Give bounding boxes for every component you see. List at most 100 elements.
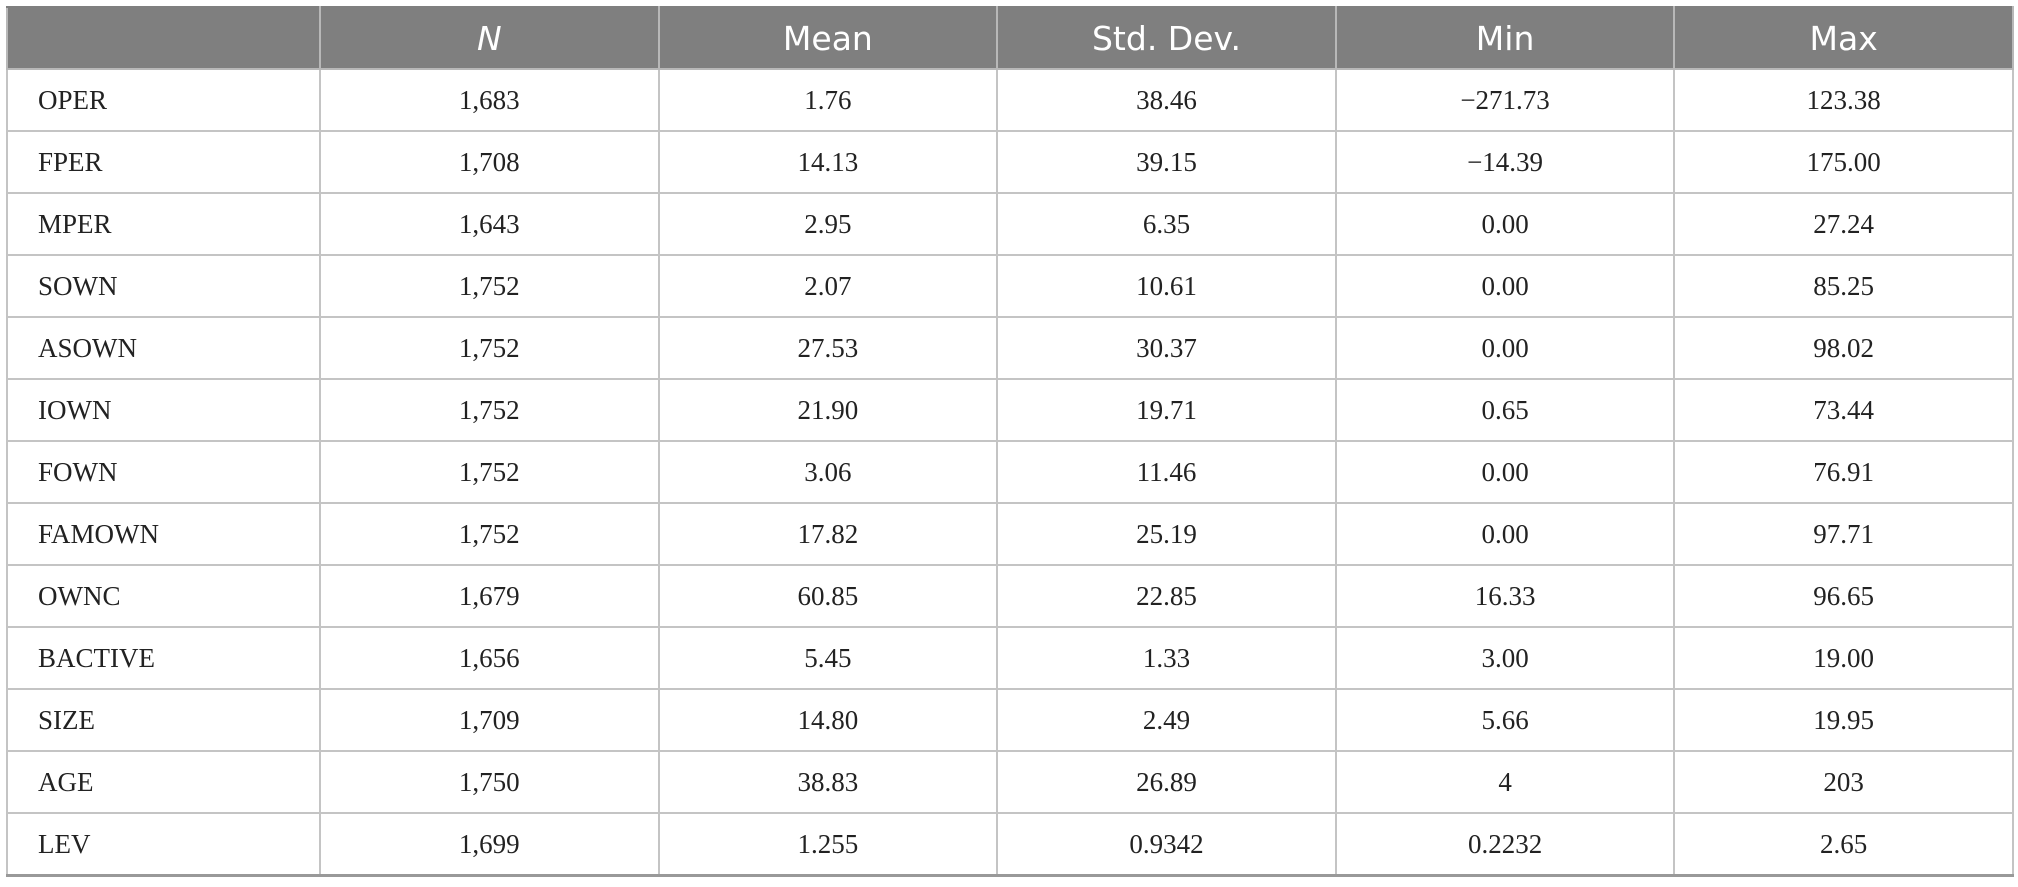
min-cell: 0.00 (1334, 502, 1676, 566)
n-cell: 1,708 (319, 130, 660, 194)
table-row: IOWN 1,752 21.90 19.71 0.65 73.44 (6, 378, 2014, 442)
table-row: ASOWN 1,752 27.53 30.37 0.00 98.02 (6, 316, 2014, 380)
max-cell: 19.00 (1673, 626, 2014, 690)
row-label-cell: FOWN (6, 440, 321, 504)
min-cell: −14.39 (1334, 130, 1676, 194)
max-cell: 203 (1673, 750, 2014, 814)
min-cell: 3.00 (1334, 626, 1676, 690)
header-cell-variable (6, 6, 321, 70)
table-row: SIZE 1,709 14.80 2.49 5.66 19.95 (6, 688, 2014, 752)
header-cell-min: Min (1334, 6, 1676, 70)
mean-cell: 17.82 (657, 502, 999, 566)
min-cell: 0.2232 (1334, 812, 1676, 877)
row-label-cell: LEV (6, 812, 321, 877)
std-dev-cell: 0.9342 (996, 812, 1337, 877)
n-cell: 1,752 (319, 440, 660, 504)
min-cell: 0.00 (1334, 440, 1676, 504)
max-cell: 85.25 (1673, 254, 2014, 318)
min-cell: 5.66 (1334, 688, 1676, 752)
max-cell: 123.38 (1673, 68, 2014, 132)
std-dev-cell: 39.15 (996, 130, 1337, 194)
min-cell: 0.00 (1334, 254, 1676, 318)
n-cell: 1,752 (319, 254, 660, 318)
header-cell-n: N (319, 6, 660, 70)
std-dev-cell: 26.89 (996, 750, 1337, 814)
row-label-cell: FAMOWN (6, 502, 321, 566)
mean-cell: 5.45 (657, 626, 999, 690)
std-dev-cell: 2.49 (996, 688, 1337, 752)
max-cell: 73.44 (1673, 378, 2014, 442)
table-row: BACTIVE 1,656 5.45 1.33 3.00 19.00 (6, 626, 2014, 690)
max-cell: 175.00 (1673, 130, 2014, 194)
mean-cell: 14.80 (657, 688, 999, 752)
row-label-cell: IOWN (6, 378, 321, 442)
row-label-cell: FPER (6, 130, 321, 194)
mean-cell: 38.83 (657, 750, 999, 814)
min-cell: 0.00 (1334, 316, 1676, 380)
std-dev-cell: 11.46 (996, 440, 1337, 504)
row-label-cell: ASOWN (6, 316, 321, 380)
max-cell: 97.71 (1673, 502, 2014, 566)
row-label-cell: MPER (6, 192, 321, 256)
n-cell: 1,699 (319, 812, 660, 877)
row-label-cell: SOWN (6, 254, 321, 318)
min-cell: 0.00 (1334, 192, 1676, 256)
min-cell: 16.33 (1334, 564, 1676, 628)
header-row: N Mean Std. Dev. Min Max (6, 6, 2014, 70)
statistics-table-container: N Mean Std. Dev. Min Max OPER 1,683 1.76… (6, 6, 2014, 877)
n-cell: 1,679 (319, 564, 660, 628)
mean-cell: 1.255 (657, 812, 999, 877)
max-cell: 27.24 (1673, 192, 2014, 256)
std-dev-cell: 22.85 (996, 564, 1337, 628)
max-cell: 98.02 (1673, 316, 2014, 380)
n-cell: 1,752 (319, 502, 660, 566)
table-row: OPER 1,683 1.76 38.46 −271.73 123.38 (6, 68, 2014, 132)
max-cell: 96.65 (1673, 564, 2014, 628)
row-label-cell: BACTIVE (6, 626, 321, 690)
std-dev-cell: 10.61 (996, 254, 1337, 318)
n-cell: 1,752 (319, 316, 660, 380)
mean-cell: 60.85 (657, 564, 999, 628)
table-row: FAMOWN 1,752 17.82 25.19 0.00 97.71 (6, 502, 2014, 566)
mean-cell: 2.95 (657, 192, 999, 256)
n-cell: 1,709 (319, 688, 660, 752)
max-cell: 19.95 (1673, 688, 2014, 752)
table-row: LEV 1,699 1.255 0.9342 0.2232 2.65 (6, 812, 2014, 877)
std-dev-cell: 25.19 (996, 502, 1337, 566)
header-cell-std-dev: Std. Dev. (996, 6, 1337, 70)
n-cell: 1,656 (319, 626, 660, 690)
row-label-cell: SIZE (6, 688, 321, 752)
std-dev-cell: 6.35 (996, 192, 1337, 256)
table-body: OPER 1,683 1.76 38.46 −271.73 123.38 FPE… (6, 68, 2014, 877)
header-cell-mean: Mean (657, 6, 999, 70)
row-label-cell: AGE (6, 750, 321, 814)
mean-cell: 2.07 (657, 254, 999, 318)
n-cell: 1,750 (319, 750, 660, 814)
table-header: N Mean Std. Dev. Min Max (6, 6, 2014, 70)
table-row: AGE 1,750 38.83 26.89 4 203 (6, 750, 2014, 814)
mean-cell: 21.90 (657, 378, 999, 442)
n-cell: 1,683 (319, 68, 660, 132)
row-label-cell: OPER (6, 68, 321, 132)
table-row: FPER 1,708 14.13 39.15 −14.39 175.00 (6, 130, 2014, 194)
std-dev-cell: 38.46 (996, 68, 1337, 132)
table-row: SOWN 1,752 2.07 10.61 0.00 85.25 (6, 254, 2014, 318)
std-dev-cell: 1.33 (996, 626, 1337, 690)
table-row: MPER 1,643 2.95 6.35 0.00 27.24 (6, 192, 2014, 256)
std-dev-cell: 19.71 (996, 378, 1337, 442)
n-cell: 1,643 (319, 192, 660, 256)
table-row: OWNC 1,679 60.85 22.85 16.33 96.65 (6, 564, 2014, 628)
min-cell: 0.65 (1334, 378, 1676, 442)
mean-cell: 14.13 (657, 130, 999, 194)
row-label-cell: OWNC (6, 564, 321, 628)
max-cell: 2.65 (1673, 812, 2014, 877)
descriptive-statistics-table: N Mean Std. Dev. Min Max OPER 1,683 1.76… (6, 6, 2014, 877)
table-row: FOWN 1,752 3.06 11.46 0.00 76.91 (6, 440, 2014, 504)
std-dev-cell: 30.37 (996, 316, 1337, 380)
mean-cell: 1.76 (657, 68, 999, 132)
n-cell: 1,752 (319, 378, 660, 442)
mean-cell: 3.06 (657, 440, 999, 504)
min-cell: 4 (1334, 750, 1676, 814)
header-cell-max: Max (1673, 6, 2014, 70)
max-cell: 76.91 (1673, 440, 2014, 504)
